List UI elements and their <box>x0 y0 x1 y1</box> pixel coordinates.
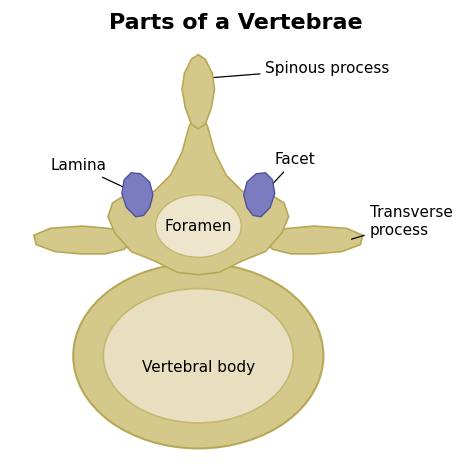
Text: Facet: Facet <box>264 152 316 193</box>
Polygon shape <box>122 173 153 217</box>
Ellipse shape <box>103 288 293 423</box>
Ellipse shape <box>155 195 241 257</box>
Polygon shape <box>34 226 131 254</box>
Polygon shape <box>265 226 363 254</box>
Text: Parts of a Vertebrae: Parts of a Vertebrae <box>109 13 362 33</box>
Text: Transverse
process: Transverse process <box>352 205 453 239</box>
Text: Lamina: Lamina <box>50 158 138 194</box>
Text: Foramen: Foramen <box>164 219 232 233</box>
Polygon shape <box>244 173 275 217</box>
Polygon shape <box>108 108 289 274</box>
Text: Spinous process: Spinous process <box>213 61 390 78</box>
Text: Vertebral body: Vertebral body <box>142 360 255 375</box>
Ellipse shape <box>73 263 323 448</box>
Polygon shape <box>182 55 215 129</box>
